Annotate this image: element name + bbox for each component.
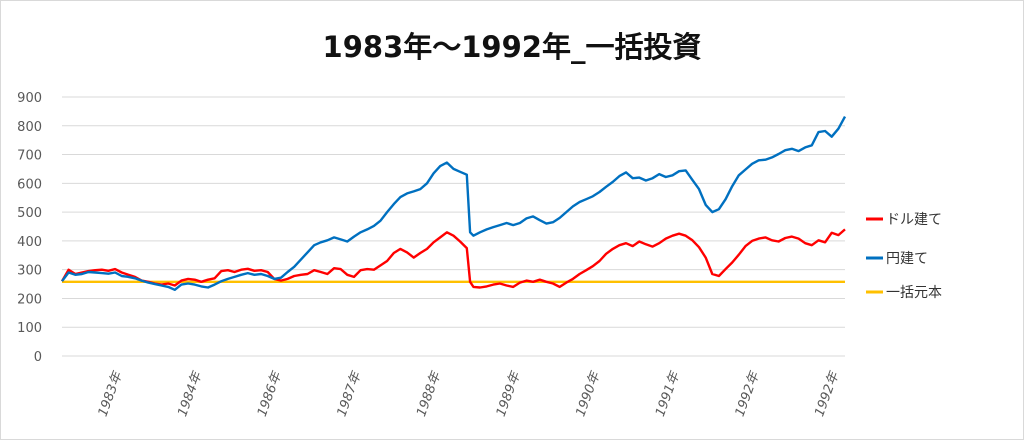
legend-label: 円建て [886,251,928,267]
y-tick-label: 800 [17,120,42,135]
y-tick-label: 100 [17,321,42,336]
series-line-2 [61,116,847,291]
series-line-1 [60,228,846,289]
x-tick-label: 1986年 [255,368,286,418]
x-tick-label: 1990年 [573,368,604,418]
x-tick-label: 1992年 [733,368,764,418]
y-tick-label: 0 [34,350,42,365]
y-tick-label: 900 [17,91,42,106]
y-tick-label: 600 [17,177,42,192]
y-tick-label: 700 [17,149,42,164]
legend-label: 一括元本 [886,285,942,301]
x-tick-label: 1989年 [494,368,525,418]
chart-title: 1983年～1992年_一括投資 [322,30,702,64]
x-tick-label: 1987年 [335,368,366,418]
x-tick-label: 1992年 [812,368,843,418]
y-tick-label: 400 [17,235,42,250]
gridlines [62,96,845,357]
y-tick-label: 500 [17,206,42,221]
y-tick-label: 200 [17,292,42,307]
series-lines [60,116,847,291]
y-tick-label: 300 [17,264,42,279]
legend-label: ドル建て [886,212,942,228]
x-axis-ticks: 1983年 1984年 1986年 1987年 1988年 1989年 1990年 1991年… [96,368,843,418]
x-tick-label: 1983年 [96,368,127,418]
x-tick-label: 1988年 [414,368,445,418]
y-axis-ticks: 0 100 200 300 400 500 600 700 800 900 [17,91,42,365]
x-tick-label: 1984年 [175,368,206,418]
x-tick-label: 1991年 [653,368,684,418]
